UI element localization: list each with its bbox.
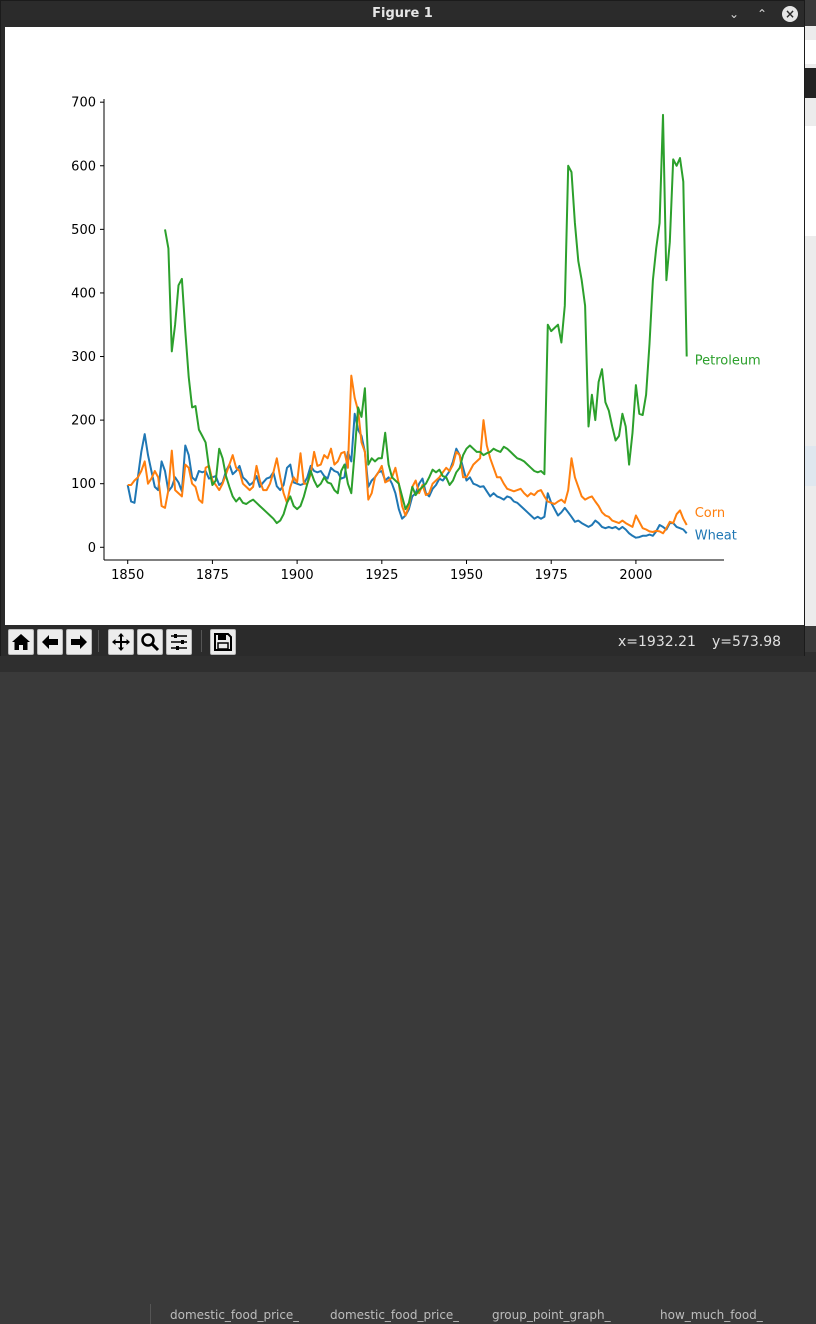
series-label-petroleum: Petroleum (695, 354, 761, 369)
configure-subplots-icon[interactable] (166, 629, 192, 655)
x-tick-label: 1875 (196, 568, 229, 583)
background-tab: domestic_food_price_ (170, 1308, 300, 1322)
background-tab: domestic_food_price_ (330, 1308, 460, 1322)
window-title: Figure 1 (372, 6, 433, 21)
figure-canvas[interactable]: 1850 1875 1900 1925 1950 1975 2000 0 100 200 300 40… (5, 27, 804, 625)
x-tick-label: 1900 (281, 568, 314, 583)
close-icon[interactable]: × (782, 6, 798, 22)
pan-icon[interactable] (108, 629, 134, 655)
background-tab: group_point_graph_ (492, 1308, 611, 1322)
y-tick-label: 100 (71, 477, 96, 492)
forward-arrow-icon[interactable] (66, 629, 92, 655)
maximize-icon[interactable]: ⌃ (756, 7, 768, 21)
series-label-corn: Corn (695, 506, 725, 521)
background-app-edge (803, 26, 816, 626)
x-tick-label: 1950 (450, 568, 483, 583)
figure-window: Figure 1 ⌄ ⌃ × 1850 1875 1900 1925 1950 1975 2… (0, 0, 805, 656)
background-panel (803, 40, 816, 64)
y-coordinate-readout: y=573.98 (712, 634, 782, 650)
minimize-icon[interactable]: ⌄ (728, 7, 740, 21)
y-tick-label: 500 (71, 223, 96, 238)
line-chart: 1850 1875 1900 1925 1950 1975 2000 0 100 200 300 40… (71, 96, 761, 583)
background-sidebar (0, 1304, 151, 1324)
home-icon[interactable] (8, 629, 34, 655)
x-tick-label: 2000 (619, 568, 652, 583)
toolbar-divider (98, 630, 99, 652)
background-panel (803, 126, 816, 236)
navigation-toolbar: x=1932.21 y=573.98 (1, 626, 804, 656)
background-panel (803, 68, 816, 98)
zoom-icon[interactable] (137, 629, 163, 655)
series-line-petroleum (164, 113, 688, 525)
toolbar-divider (201, 630, 202, 652)
y-tick-label: 700 (71, 96, 96, 111)
y-tick-label: 0 (88, 541, 96, 556)
y-tick-label: 200 (71, 414, 96, 429)
series-line-corn (127, 374, 688, 535)
y-tick-label: 600 (71, 159, 96, 174)
background-tab: how_much_food_ (660, 1308, 763, 1322)
x-coordinate-readout: x=1932.21 (618, 634, 696, 650)
x-tick-label: 1925 (365, 568, 398, 583)
x-tick-label: 1975 (535, 568, 568, 583)
back-arrow-icon[interactable] (37, 629, 63, 655)
background-panel (803, 446, 816, 486)
y-tick-label: 300 (71, 350, 96, 365)
save-icon[interactable] (210, 629, 236, 655)
series-label-wheat: Wheat (695, 528, 737, 543)
x-tick-label: 1850 (111, 568, 144, 583)
y-tick-label: 400 (71, 286, 96, 301)
title-bar[interactable]: Figure 1 ⌄ ⌃ × (1, 1, 804, 27)
